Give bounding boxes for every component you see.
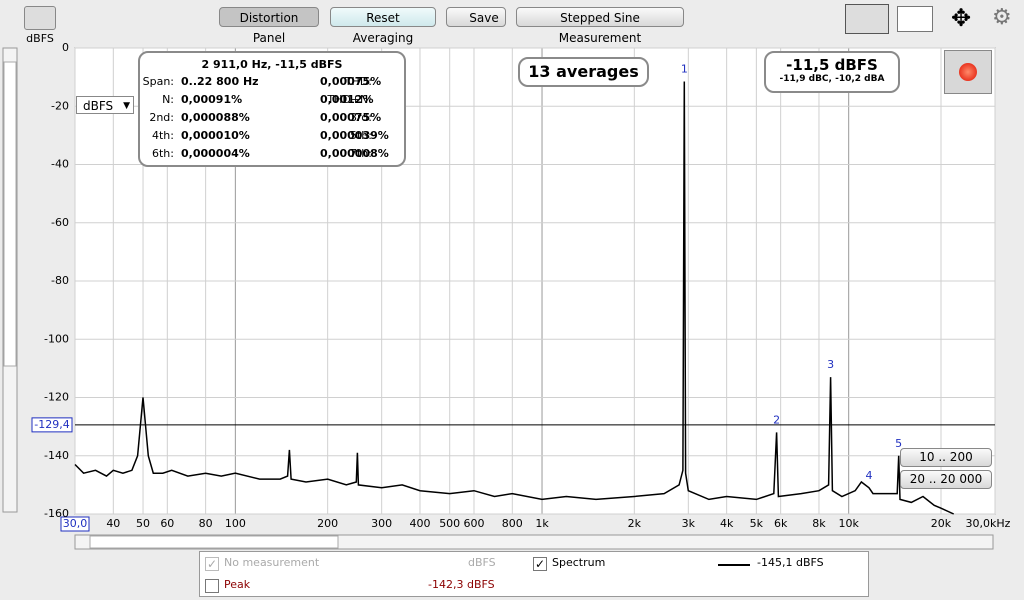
x-tick-label: 1k: [535, 517, 549, 530]
record-dot: [959, 63, 977, 81]
x-tick-label: 100: [225, 517, 246, 530]
x-tick-label: 30,0kHz: [966, 517, 1011, 530]
x-tick-label: 800: [502, 517, 523, 530]
cursor-label: -129,4: [34, 418, 69, 431]
legend-value: -145,1 dBFS: [757, 556, 824, 569]
harmonic-marker: 5: [895, 437, 902, 450]
harmonic-marker: 3: [827, 358, 834, 371]
x-tick-label: 80: [199, 517, 213, 530]
info-label: N:: [162, 93, 174, 106]
y-tick-label: -120: [44, 391, 69, 404]
x-tick-label: 5k: [750, 517, 764, 530]
checkbox[interactable]: ✓: [533, 557, 547, 571]
y-tick-label: -100: [44, 332, 69, 345]
toolbar-button[interactable]: Save: [446, 7, 506, 27]
settings-icon[interactable]: ⚙: [992, 5, 1012, 30]
y-tick-label: -20: [51, 99, 69, 112]
info-value: 0,0012%: [320, 93, 374, 106]
spectrum-line: [74, 81, 955, 515]
level-sub: -11,9 dBC, -10,2 dBA: [779, 74, 885, 84]
legend-label: Spectrum: [552, 556, 606, 569]
x-tick-label: 10k: [838, 517, 859, 530]
info-value: 0,00075%: [320, 75, 382, 88]
view-icon[interactable]: [845, 4, 889, 34]
range-button[interactable]: 20 .. 20 000: [900, 470, 992, 489]
info-label: 7th:: [350, 147, 372, 160]
v-scroll-thumb[interactable]: [3, 61, 17, 367]
x-tick-label: 3k: [682, 517, 696, 530]
info-value: 0,00091%: [181, 93, 243, 106]
dropdown-arrow: ▼: [123, 101, 130, 111]
legend-swatch: [718, 564, 750, 566]
x-tick-label: 30,0: [63, 517, 88, 530]
info-value: 0,000010%: [181, 129, 250, 142]
toolbar-button[interactable]: Distortion Panel: [219, 7, 319, 45]
level-main: -11,5 dBFS: [786, 56, 878, 74]
info-value: 0,000088%: [181, 111, 250, 124]
info-label: 4th:: [152, 129, 174, 142]
info-label: Span:: [142, 75, 174, 88]
unit-selector[interactable]: dBFS ▼: [76, 96, 134, 114]
grid-icon[interactable]: [897, 6, 933, 32]
harmonic-marker: 1: [681, 62, 688, 75]
x-tick-label: 50: [136, 517, 150, 530]
info-label: 2nd:: [149, 111, 174, 124]
x-tick-label: 40: [106, 517, 120, 530]
checkbox: ✓: [205, 557, 219, 571]
info-value: 0,000008%: [320, 147, 389, 160]
legend-label: Peak: [224, 578, 251, 591]
info-box: 2 911,0 Hz, -11,5 dBFS Span: 0..22 800 Hz…: [138, 51, 406, 167]
cursor-label-box: [31, 417, 73, 433]
zoom-icon[interactable]: ✥: [950, 4, 972, 32]
x-tick-label: 500: [439, 517, 460, 530]
info-value: 0..22 800 Hz: [181, 75, 259, 88]
info-label: THD+N:: [327, 93, 372, 106]
range-button[interactable]: 10 .. 200: [900, 448, 992, 467]
averages-box: 13 averages: [518, 57, 649, 87]
y-tick-label: -80: [51, 274, 69, 287]
x-tick-label: 600: [463, 517, 484, 530]
x-tick-label: 20k: [931, 517, 952, 530]
unit-selector-text: dBFS: [83, 99, 114, 113]
info-label: 6th:: [152, 147, 174, 160]
y-tick-label: 0: [62, 41, 69, 54]
x-tick-label: 300: [371, 517, 392, 530]
x-tick-label: 8k: [812, 517, 826, 530]
info-value: 0,000039%: [320, 129, 389, 142]
legend-value: -142,3 dBFS: [428, 578, 495, 591]
y-tick-label: -160: [44, 507, 69, 520]
x-tick-label: 60: [160, 517, 174, 530]
legend-label: No measurement: [224, 556, 320, 569]
checkbox[interactable]: [205, 579, 219, 593]
x-tick-label: 4k: [720, 517, 734, 530]
toolbar-button[interactable]: Stepped Sine Measurement: [516, 7, 684, 45]
info-title: 2 911,0 Hz, -11,5 dBFS: [201, 58, 343, 71]
info-value: 0,00075%: [320, 111, 382, 124]
y-tick-label: -40: [51, 158, 69, 171]
toolbar-button[interactable]: Reset Averaging: [330, 7, 436, 45]
info-label: THD:: [344, 75, 372, 88]
legend-unit: dBFS: [468, 556, 496, 569]
y-tick-label: -140: [44, 449, 69, 462]
x-start-box: [60, 516, 90, 532]
info-value: 0,000004%: [181, 147, 250, 160]
info-label: 3rd:: [349, 111, 372, 124]
x-tick-label: 6k: [774, 517, 788, 530]
record-button[interactable]: [944, 50, 992, 94]
x-tick-label: 200: [317, 517, 338, 530]
x-tick-label: 400: [409, 517, 430, 530]
x-tick-label: 2k: [628, 517, 642, 530]
harmonic-marker: 4: [865, 469, 872, 482]
level-box: -11,5 dBFS -11,9 dBC, -10,2 dBA: [764, 51, 900, 93]
h-scroll-thumb[interactable]: [89, 535, 339, 549]
info-label: 5th:: [350, 129, 372, 142]
harmonic-marker: 2: [773, 413, 780, 426]
y-unit: dBFS: [26, 32, 54, 45]
legend-panel: ✓ No measurement dBFS ✓ Spectrum -145,1 …: [199, 551, 869, 597]
camera-icon[interactable]: [24, 6, 56, 30]
y-tick-label: -60: [51, 216, 69, 229]
